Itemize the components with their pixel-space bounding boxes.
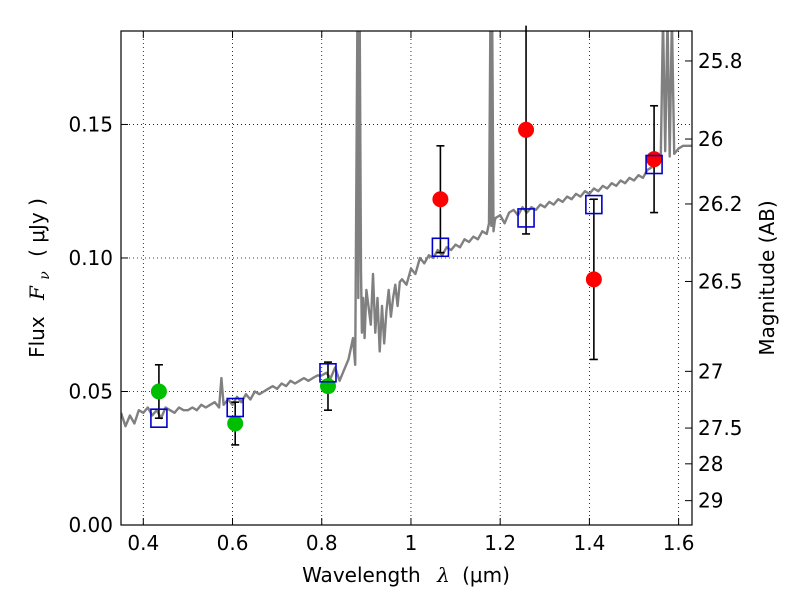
model-square-marker (585, 194, 603, 215)
y-axis-symbol: F (25, 285, 49, 301)
y-tick-label: 0.10 (68, 246, 113, 270)
x-axis-label-text: Wavelength (302, 563, 421, 587)
magnitude-tick-label: 28 (698, 452, 723, 476)
x-tick-label: 0.4 (127, 531, 159, 555)
plot-frame (120, 30, 693, 526)
magnitude-tick-label: 26 (698, 127, 723, 151)
y-tick-label: 0.15 (68, 112, 113, 136)
green-data-point (227, 415, 244, 432)
y-axis-label-text: Flux (25, 316, 49, 358)
markers-group (150, 121, 663, 432)
model-square-marker (150, 408, 168, 428)
magnitude-axis-title: Magnitude (AB) (755, 200, 779, 355)
magnitude-tick-label: 26.2 (698, 192, 743, 216)
plot-background (121, 31, 692, 525)
x-tick-label: 1.6 (663, 531, 695, 555)
magnitude-tick-label: 27 (698, 359, 723, 383)
red-data-point (585, 271, 602, 288)
y-axis-subscript: ν (37, 271, 53, 280)
model-square-marker (226, 397, 244, 418)
x-tick-label: 1.2 (484, 531, 516, 555)
magnitude-tick-label: 26.5 (698, 269, 743, 293)
x-axis-unit: (μm) (462, 563, 510, 587)
model-square-marker (517, 208, 535, 228)
template-spectrum-group (121, 31, 692, 428)
x-tick-label: 0.6 (217, 531, 249, 555)
green-data-point (319, 378, 336, 395)
x-axis-title: Wavelength λ (μm) (302, 563, 510, 587)
tick-labels-group: 0.4 0.6 0.8 1 1.2 1.4 1.6 0.00 0.05 0.10 0.15 25.8 2… (68, 49, 742, 555)
x-tick-label: 0.8 (306, 531, 338, 555)
red-data-point (432, 191, 449, 208)
green-data-point (150, 383, 167, 400)
model-square-marker (645, 154, 663, 175)
y-axis-unit: ( μJy ) (25, 198, 49, 257)
model-square-marker (319, 362, 337, 383)
x-axis-symbol: λ (436, 563, 450, 587)
red-data-point (646, 151, 663, 168)
ticks-group (121, 31, 692, 526)
y-axis-title: Flux F ν ( μJy ) (25, 198, 54, 358)
magnitude-tick-label: 25.8 (698, 49, 743, 73)
y-tick-label: 0.00 (68, 513, 113, 537)
magnitude-tick-label: 29 (698, 489, 723, 513)
x-tick-label: 1 (405, 531, 418, 555)
y-tick-label: 0.05 (68, 379, 113, 403)
template-spectrum-line (121, 31, 692, 428)
model-square-marker (431, 237, 450, 258)
red-data-point (518, 121, 535, 138)
magnitude-tick-label: 27.5 (698, 416, 743, 440)
x-tick-label: 1.4 (573, 531, 605, 555)
